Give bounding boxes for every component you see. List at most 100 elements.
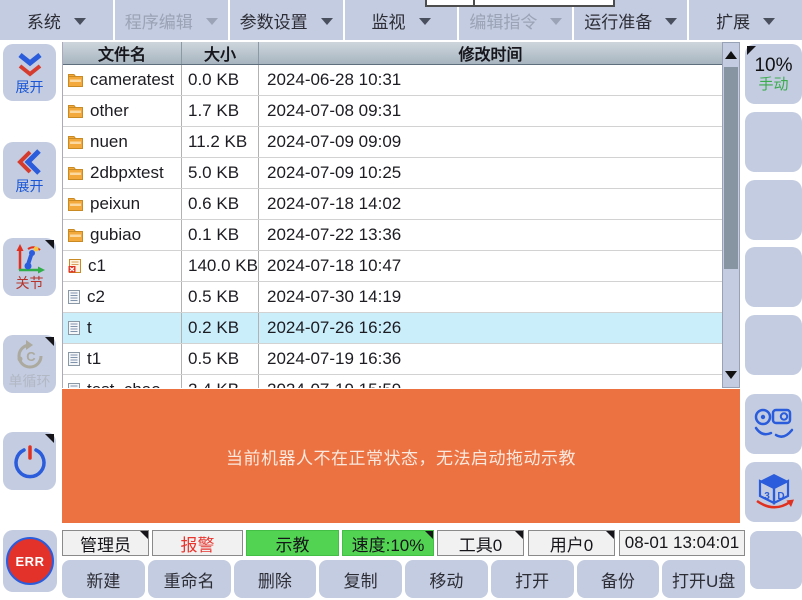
menu-item-param-settings[interactable]: 参数设置 xyxy=(229,0,343,40)
expand-vertical-label: 展开 xyxy=(15,78,44,95)
corner-marker-icon xyxy=(425,531,433,539)
scrollbar-thumb[interactable] xyxy=(724,67,738,269)
table-row[interactable]: t 0.2 KB 2024-07-26 16:26 xyxy=(63,313,722,344)
document-icon xyxy=(68,352,80,366)
scroll-down-button[interactable] xyxy=(723,363,739,387)
delete-button[interactable]: 删除 xyxy=(233,560,317,598)
file-modified: 2024-07-08 09:31 xyxy=(258,96,722,126)
blank-button-2[interactable] xyxy=(745,180,802,240)
file-size: 0.0 KB xyxy=(181,65,258,95)
speed-value: 10% xyxy=(754,54,793,76)
menu-item-program-edit: 程序编辑 xyxy=(114,0,228,40)
file-name: t xyxy=(87,318,92,337)
status-datetime-value: 08-01 13:04:01 xyxy=(624,533,740,552)
status-role[interactable]: 管理员 xyxy=(62,530,149,556)
drag-teach-icon xyxy=(752,404,796,444)
scroll-up-button[interactable] xyxy=(723,43,739,67)
file-size: 140.0 KB xyxy=(181,251,258,281)
triangle-down-icon xyxy=(725,371,737,379)
menu-item-system[interactable]: 系统 xyxy=(0,0,113,40)
power-icon xyxy=(12,443,48,479)
expand-horizontal-button[interactable]: 展开 xyxy=(3,142,56,199)
joint-mode-label: 关节 xyxy=(15,274,44,291)
table-row[interactable]: c2 0.5 KB 2024-07-30 14:19 xyxy=(63,282,722,313)
status-tool[interactable]: 工具0 xyxy=(437,530,524,556)
column-header-filename: 文件名 xyxy=(97,47,146,64)
menu-bar: 系统 程序编辑 参数设置 监视 编辑指令 运行准备 扩展 xyxy=(0,0,802,40)
status-speed[interactable]: 速度:10% xyxy=(342,530,434,556)
corner-marker-icon xyxy=(606,531,614,539)
rename-button[interactable]: 重命名 xyxy=(147,560,231,598)
corner-marker-icon xyxy=(140,531,148,539)
folder-icon xyxy=(68,197,83,211)
menu-item-label: 参数设置 xyxy=(239,12,308,32)
blank-corner-button[interactable] xyxy=(750,531,802,589)
file-size: 0.5 KB xyxy=(181,282,258,312)
table-row[interactable]: 2dbpxtest 5.0 KB 2024-07-09 10:25 xyxy=(63,158,722,189)
corner-marker-icon xyxy=(45,240,54,249)
corner-marker-icon xyxy=(515,531,523,539)
table-row[interactable]: peixun 0.6 KB 2024-07-18 14:02 xyxy=(63,189,722,220)
warning-banner: 当前机器人不在正常状态，无法启动拖动示教 xyxy=(62,389,740,523)
file-name-cell: 2dbpxtest xyxy=(63,158,181,188)
status-user-frame[interactable]: 用户0 xyxy=(528,530,615,556)
table-scrollbar[interactable] xyxy=(722,42,740,388)
corner-marker-icon xyxy=(747,46,756,55)
table-row[interactable]: cameratest 0.0 KB 2024-06-28 10:31 xyxy=(63,65,722,96)
file-modified: 2024-07-18 10:47 xyxy=(258,251,722,281)
speed-mode-button[interactable]: 10% 手动 xyxy=(745,44,802,104)
folder-icon xyxy=(68,73,83,87)
status-alarm-label: 报警 xyxy=(180,535,215,555)
status-teach-mode[interactable]: 示教 xyxy=(246,530,339,556)
corner-marker-icon xyxy=(45,337,54,346)
bottom-action-bar: 新建 重命名 删除 复制 移动 打开 备份 打开U盘 xyxy=(62,560,745,598)
file-size: 0.1 KB xyxy=(181,220,258,250)
column-header-size: 大小 xyxy=(181,42,258,64)
file-name-cell: cameratest xyxy=(63,65,181,95)
file-table-body: cameratest 0.0 KB 2024-06-28 10:31 other 1.7… xyxy=(63,65,722,388)
menu-item-extend[interactable]: 扩展 xyxy=(689,0,802,40)
file-name-cell: t1 xyxy=(63,344,181,374)
file-modified: 2024-07-30 14:19 xyxy=(258,282,722,312)
drag-teach-button[interactable] xyxy=(745,394,802,454)
file-name-cell: peixun xyxy=(63,189,181,219)
folder-icon xyxy=(68,228,83,242)
move-button[interactable]: 移动 xyxy=(405,560,488,598)
status-teach-label: 示教 xyxy=(275,535,310,555)
copy-button[interactable]: 复制 xyxy=(319,560,402,598)
error-button[interactable]: ERR xyxy=(3,530,57,592)
document-icon xyxy=(68,290,80,304)
file-size: 0.5 KB xyxy=(181,344,258,374)
file-name: t1 xyxy=(87,349,102,368)
svg-text:3: 3 xyxy=(764,491,770,502)
open-button[interactable]: 打开 xyxy=(490,560,574,598)
blank-button-3[interactable] xyxy=(745,247,802,307)
chevron-down-icon xyxy=(205,17,218,25)
menu-item-label: 系统 xyxy=(26,12,61,32)
table-row[interactable]: nuen 11.2 KB 2024-07-09 09:09 xyxy=(63,127,722,158)
table-row[interactable]: t1 0.5 KB 2024-07-19 16:36 xyxy=(63,344,722,375)
status-speed-label: 速度:10% xyxy=(351,535,425,555)
file-modified: 2024-07-19 15:59 xyxy=(258,375,722,388)
table-row[interactable]: gubiao 0.1 KB 2024-07-22 13:36 xyxy=(63,220,722,251)
file-name: gubiao xyxy=(90,225,142,244)
backup-button[interactable]: 备份 xyxy=(576,560,660,598)
open-usb-button[interactable]: 打开U盘 xyxy=(662,560,745,598)
table-row[interactable]: c1 140.0 KB 2024-07-18 10:47 xyxy=(63,251,722,282)
file-name: c2 xyxy=(87,287,105,306)
single-cycle-button[interactable]: C 单循环 xyxy=(3,335,56,393)
table-row[interactable]: other 1.7 KB 2024-07-08 09:31 xyxy=(63,96,722,127)
power-button[interactable] xyxy=(3,432,56,490)
file-size: 0.6 KB xyxy=(181,189,258,219)
status-datetime: 08-01 13:04:01 xyxy=(619,530,745,556)
corner-marker-icon xyxy=(45,434,54,443)
expand-vertical-button[interactable]: 展开 xyxy=(3,44,56,101)
blank-button-4[interactable] xyxy=(745,315,802,375)
status-alarm[interactable]: 报警 xyxy=(152,530,243,556)
new-button[interactable]: 新建 xyxy=(62,560,145,598)
view-3d-button[interactable]: 3 D xyxy=(745,462,802,522)
file-modified: 2024-07-22 13:36 xyxy=(258,220,722,250)
blank-button-1[interactable] xyxy=(745,112,802,172)
joint-mode-button[interactable]: 关节 xyxy=(3,238,56,296)
